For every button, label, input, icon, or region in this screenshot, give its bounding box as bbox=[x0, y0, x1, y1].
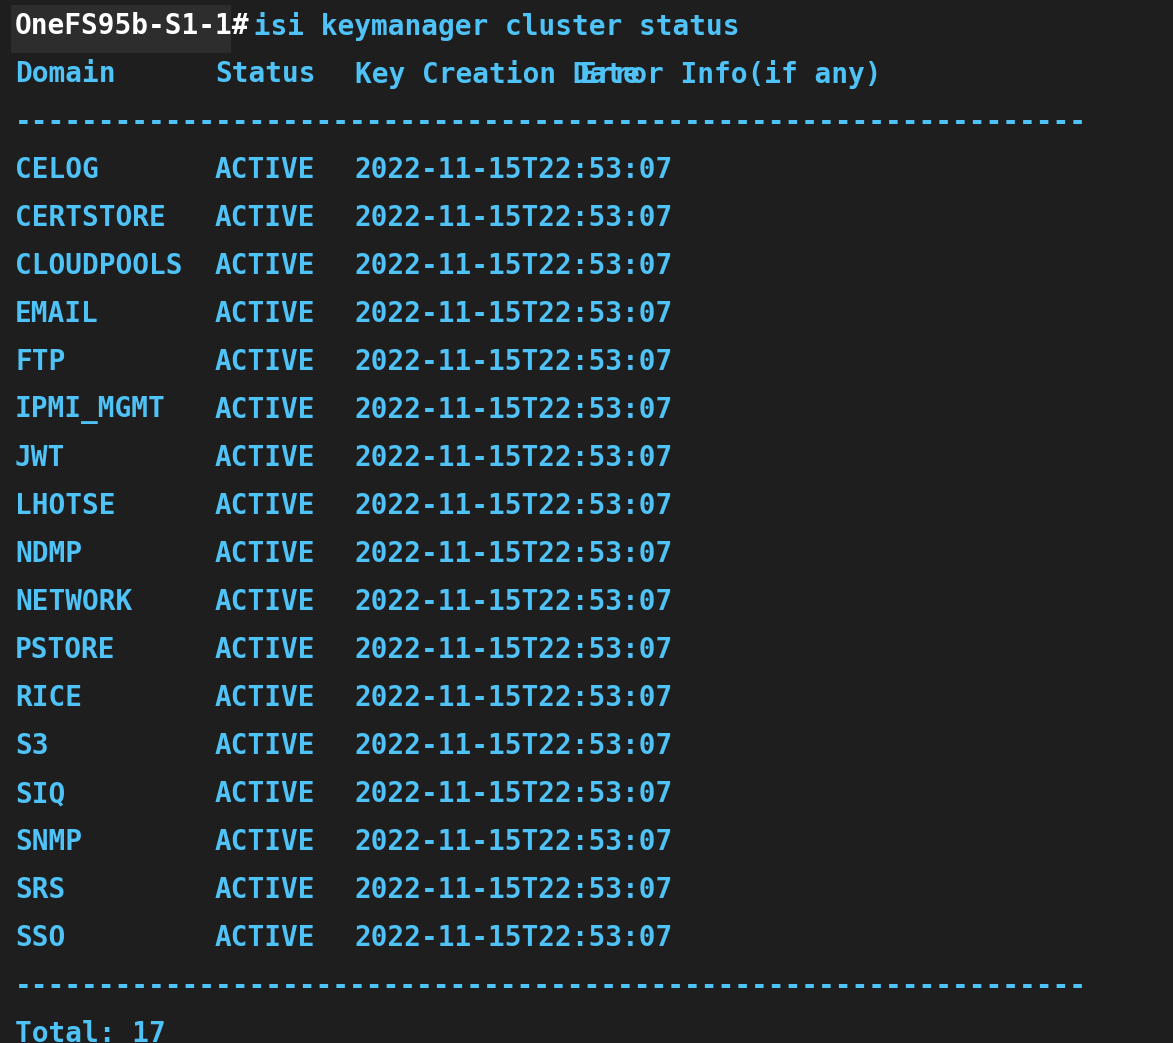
Text: ACTIVE: ACTIVE bbox=[215, 156, 316, 184]
Text: PSTORE: PSTORE bbox=[15, 636, 115, 664]
Text: 2022-11-15T22:53:07: 2022-11-15T22:53:07 bbox=[355, 780, 673, 808]
Text: ACTIVE: ACTIVE bbox=[215, 732, 316, 760]
Text: ----------------------------------------------------------------: ----------------------------------------… bbox=[15, 972, 1087, 1000]
Text: Total: 17: Total: 17 bbox=[15, 1020, 165, 1043]
Text: ACTIVE: ACTIVE bbox=[215, 540, 316, 568]
Text: EMAIL: EMAIL bbox=[15, 300, 99, 328]
Text: ----------------------------------------------------------------: ----------------------------------------… bbox=[15, 108, 1087, 136]
Text: 2022-11-15T22:53:07: 2022-11-15T22:53:07 bbox=[355, 252, 673, 280]
Text: 2022-11-15T22:53:07: 2022-11-15T22:53:07 bbox=[355, 300, 673, 328]
Text: 2022-11-15T22:53:07: 2022-11-15T22:53:07 bbox=[355, 492, 673, 520]
Text: ACTIVE: ACTIVE bbox=[215, 684, 316, 712]
Text: ACTIVE: ACTIVE bbox=[215, 348, 316, 375]
Text: Domain: Domain bbox=[15, 60, 115, 88]
Text: ACTIVE: ACTIVE bbox=[215, 876, 316, 904]
Text: S3: S3 bbox=[15, 732, 48, 760]
Text: SNMP: SNMP bbox=[15, 828, 82, 856]
Text: 2022-11-15T22:53:07: 2022-11-15T22:53:07 bbox=[355, 588, 673, 616]
Text: ACTIVE: ACTIVE bbox=[215, 828, 316, 856]
Text: LHOTSE: LHOTSE bbox=[15, 492, 115, 520]
Text: 2022-11-15T22:53:07: 2022-11-15T22:53:07 bbox=[355, 924, 673, 952]
Text: 2022-11-15T22:53:07: 2022-11-15T22:53:07 bbox=[355, 876, 673, 904]
Text: 2022-11-15T22:53:07: 2022-11-15T22:53:07 bbox=[355, 732, 673, 760]
Text: CLOUDPOOLS: CLOUDPOOLS bbox=[15, 252, 183, 280]
Text: ACTIVE: ACTIVE bbox=[215, 588, 316, 616]
Text: 2022-11-15T22:53:07: 2022-11-15T22:53:07 bbox=[355, 540, 673, 568]
Text: ACTIVE: ACTIVE bbox=[215, 444, 316, 472]
Text: isi keymanager cluster status: isi keymanager cluster status bbox=[237, 13, 739, 41]
Text: NDMP: NDMP bbox=[15, 540, 82, 568]
Text: ACTIVE: ACTIVE bbox=[215, 396, 316, 425]
Text: RICE: RICE bbox=[15, 684, 82, 712]
Text: ACTIVE: ACTIVE bbox=[215, 492, 316, 520]
Text: IPMI_MGMT: IPMI_MGMT bbox=[15, 396, 165, 425]
Text: 2022-11-15T22:53:07: 2022-11-15T22:53:07 bbox=[355, 828, 673, 856]
Text: SIQ: SIQ bbox=[15, 780, 66, 808]
Text: ACTIVE: ACTIVE bbox=[215, 636, 316, 664]
Text: 2022-11-15T22:53:07: 2022-11-15T22:53:07 bbox=[355, 444, 673, 472]
Text: Key Creation Date: Key Creation Date bbox=[355, 60, 639, 89]
Text: ACTIVE: ACTIVE bbox=[215, 204, 316, 232]
Text: 2022-11-15T22:53:07: 2022-11-15T22:53:07 bbox=[355, 684, 673, 712]
Text: CELOG: CELOG bbox=[15, 156, 99, 184]
Text: SSO: SSO bbox=[15, 924, 66, 952]
Text: ACTIVE: ACTIVE bbox=[215, 252, 316, 280]
Text: OneFS95b-S1-1#: OneFS95b-S1-1# bbox=[15, 13, 250, 40]
Text: Error Info(if any): Error Info(if any) bbox=[579, 60, 881, 89]
Text: ACTIVE: ACTIVE bbox=[215, 300, 316, 328]
Text: 2022-11-15T22:53:07: 2022-11-15T22:53:07 bbox=[355, 156, 673, 184]
Text: Status: Status bbox=[215, 60, 316, 88]
Text: ACTIVE: ACTIVE bbox=[215, 780, 316, 808]
Text: 2022-11-15T22:53:07: 2022-11-15T22:53:07 bbox=[355, 396, 673, 425]
Text: NETWORK: NETWORK bbox=[15, 588, 133, 616]
Text: JWT: JWT bbox=[15, 444, 66, 472]
FancyBboxPatch shape bbox=[11, 5, 231, 53]
Text: ACTIVE: ACTIVE bbox=[215, 924, 316, 952]
Text: FTP: FTP bbox=[15, 348, 66, 375]
Text: SRS: SRS bbox=[15, 876, 66, 904]
Text: 2022-11-15T22:53:07: 2022-11-15T22:53:07 bbox=[355, 348, 673, 375]
Text: 2022-11-15T22:53:07: 2022-11-15T22:53:07 bbox=[355, 204, 673, 232]
Text: CERTSTORE: CERTSTORE bbox=[15, 204, 165, 232]
Text: 2022-11-15T22:53:07: 2022-11-15T22:53:07 bbox=[355, 636, 673, 664]
